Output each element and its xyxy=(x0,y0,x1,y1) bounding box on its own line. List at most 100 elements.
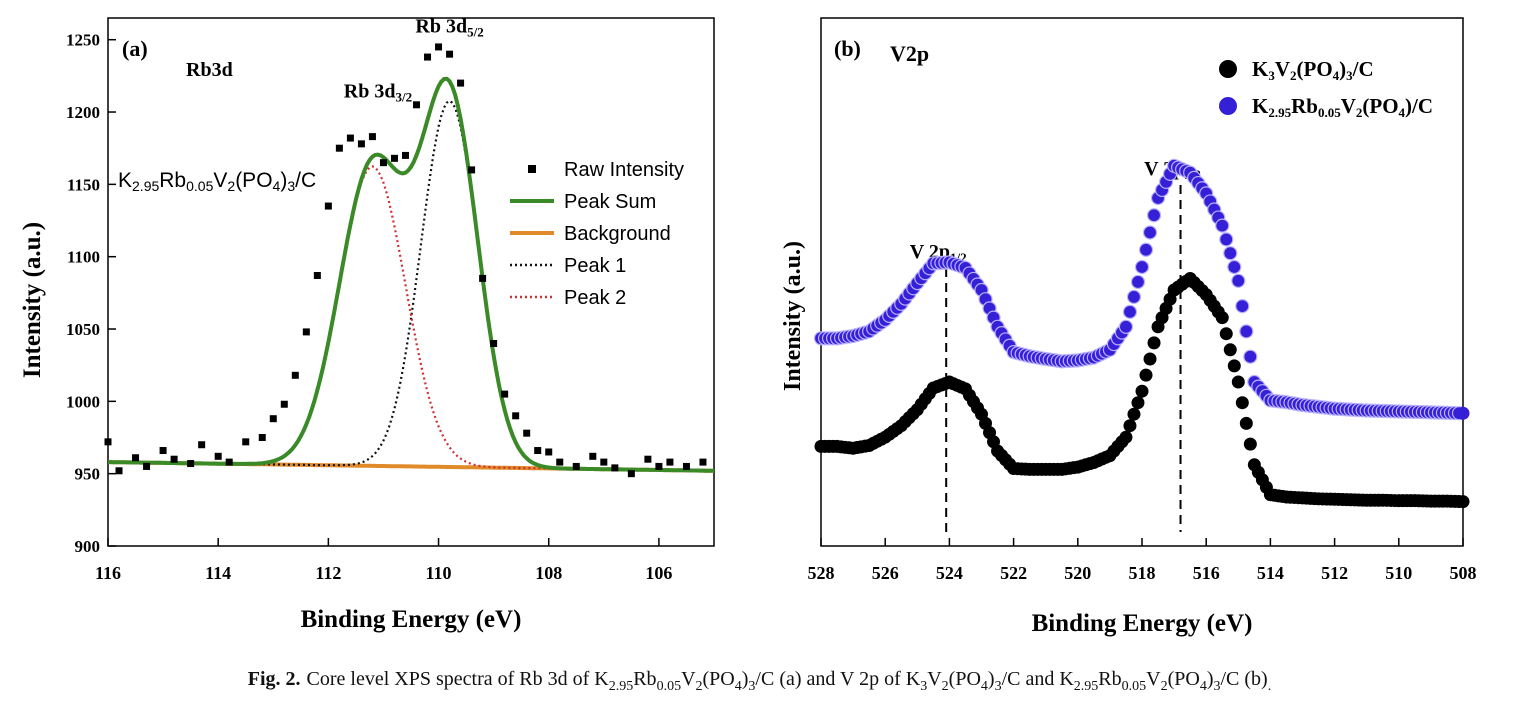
panel-a-x-tick-label: 116 xyxy=(95,563,121,583)
panel-a-peak-annotation: Rb 3d3/2 xyxy=(344,81,412,105)
raw-intensity-point xyxy=(446,50,454,58)
legend-label: Peak 1 xyxy=(564,255,626,277)
data-point xyxy=(1243,437,1257,451)
raw-intensity-point xyxy=(302,328,310,336)
data-point xyxy=(1219,232,1234,247)
panel-b-legend: K3V2(PO4)3/C K2.95Rb0.05V2(PO4)/C xyxy=(1219,57,1433,120)
panel-a-y-tick-label: 900 xyxy=(75,537,101,556)
data-point xyxy=(1231,375,1245,389)
raw-intensity-point xyxy=(258,434,266,442)
raw-intensity-point xyxy=(666,458,674,466)
panel-a-y-tick-label: 1250 xyxy=(66,31,100,50)
raw-intensity-point xyxy=(572,462,580,470)
panel-a-y-tick-label: 1150 xyxy=(67,175,100,194)
panel-b-x-tick-label: 516 xyxy=(1193,563,1220,583)
panel-b-x-tick-label: 508 xyxy=(1450,563,1477,583)
panel-a-y-tick-label: 1100 xyxy=(67,248,100,267)
panel-a-sample-label: K2.95Rb0.05V2(PO4)3/C xyxy=(118,169,316,194)
panel-a-label: (a) xyxy=(122,36,148,61)
raw-intensity-point xyxy=(143,462,151,470)
panel-b-x-tick-label: 524 xyxy=(936,563,963,583)
data-point xyxy=(1227,359,1241,373)
panel-b-label: (b) xyxy=(834,36,861,61)
data-point xyxy=(1231,273,1246,288)
raw-intensity-point xyxy=(115,467,123,475)
raw-intensity-point xyxy=(413,101,421,109)
raw-intensity-point xyxy=(401,151,409,159)
raw-intensity-point xyxy=(556,458,564,466)
raw-intensity-point xyxy=(170,455,178,463)
raw-intensity-point xyxy=(611,464,619,472)
peak-1-line xyxy=(108,99,715,472)
panel-a-marks xyxy=(104,43,715,478)
data-point xyxy=(1134,259,1150,275)
caption-label: Fig. 2. xyxy=(247,668,301,690)
series-k295rb005v2po4 xyxy=(813,158,1470,421)
series-k3v2po4 xyxy=(814,272,1470,509)
panel-a-peak-annotation: Rb 3d5/2 xyxy=(415,15,483,39)
data-point xyxy=(1127,407,1141,421)
panel-b-title: V2p xyxy=(890,41,929,66)
panel-a-y-tick-label: 950 xyxy=(75,465,101,484)
panel-a-y-tick-label: 1200 xyxy=(66,103,100,122)
panel-a-title: Rb3d xyxy=(186,59,233,81)
data-point xyxy=(1130,274,1146,290)
raw-intensity-point xyxy=(512,412,520,420)
raw-intensity-point xyxy=(545,448,553,456)
data-point xyxy=(1235,396,1249,410)
panel-a-rb3d-chart: 116 114 112 110 108 106 900 950 1000 1050 1100 1150… xyxy=(19,15,715,633)
raw-intensity-point xyxy=(159,447,167,455)
panel-b-x-tick-label: 514 xyxy=(1257,563,1284,583)
raw-intensity-point xyxy=(627,470,635,478)
raw-intensity-point xyxy=(368,133,376,141)
panel-b-y-axis-label: Intensity (a.u.) xyxy=(780,241,806,391)
raw-intensity-point xyxy=(523,429,531,437)
panel-a-plot-frame xyxy=(107,17,715,547)
panel-a-x-tick-label: 106 xyxy=(645,563,672,583)
panel-b-x-axis-label: Binding Energy (eV) xyxy=(1032,610,1253,637)
raw-intensity-point xyxy=(346,134,354,142)
data-point xyxy=(1215,311,1229,325)
raw-intensity-point xyxy=(313,271,321,279)
raw-intensity-point xyxy=(324,202,332,210)
data-point xyxy=(1143,352,1157,366)
data-point xyxy=(1223,246,1238,261)
raw-intensity-point xyxy=(335,144,343,152)
raw-intensity-point xyxy=(187,460,195,468)
raw-intensity-point xyxy=(390,154,398,162)
legend-marker xyxy=(1219,60,1237,78)
raw-intensity-point xyxy=(242,438,250,446)
raw-intensity-point xyxy=(198,441,206,449)
legend-label: K3V2(PO4)3/C xyxy=(1252,57,1374,83)
raw-intensity-point xyxy=(269,415,277,423)
legend-label: Peak 2 xyxy=(564,287,626,309)
panel-b-x-tick-label: 512 xyxy=(1321,563,1348,583)
panel-a-y-tick-label: 1050 xyxy=(66,320,100,339)
raw-intensity-point xyxy=(682,462,690,470)
panel-b-v2p-chart: 528 526 524 522 520 518 516 514 512 510 508 V 2p1/… xyxy=(780,17,1477,637)
data-point xyxy=(1243,349,1258,364)
raw-intensity-point xyxy=(291,371,299,379)
data-point xyxy=(1456,495,1470,509)
panel-a-x-tick-label: 110 xyxy=(426,563,452,583)
data-point xyxy=(1126,289,1142,304)
panel-a-x-tick-label: 114 xyxy=(205,563,231,583)
figure-caption: Fig. 2. Core level XPS spectra of Rb 3d o… xyxy=(0,668,1519,695)
panel-a-x-tick-label: 108 xyxy=(535,563,562,583)
data-point xyxy=(1135,384,1149,398)
raw-intensity-point xyxy=(600,458,608,466)
caption-text: Core level XPS spectra of Rb 3d of K2.95… xyxy=(306,668,1272,694)
raw-intensity-point xyxy=(280,400,288,408)
data-point xyxy=(1122,304,1138,319)
panel-a-y-tick-label: 1000 xyxy=(66,392,100,411)
panel-b-x-tick-label: 520 xyxy=(1064,563,1091,583)
raw-intensity-point xyxy=(655,462,663,470)
legend-marker xyxy=(1219,97,1237,115)
raw-intensity-point xyxy=(479,274,487,282)
panel-a-axes: 116 114 112 110 108 106 900 950 1000 1050 1100 1150… xyxy=(66,31,672,583)
legend-label: Raw Intensity xyxy=(564,159,684,181)
data-point xyxy=(1239,416,1253,430)
data-point xyxy=(1239,324,1254,339)
panel-b-x-tick-label: 526 xyxy=(872,563,899,583)
raw-intensity-point xyxy=(468,166,476,174)
